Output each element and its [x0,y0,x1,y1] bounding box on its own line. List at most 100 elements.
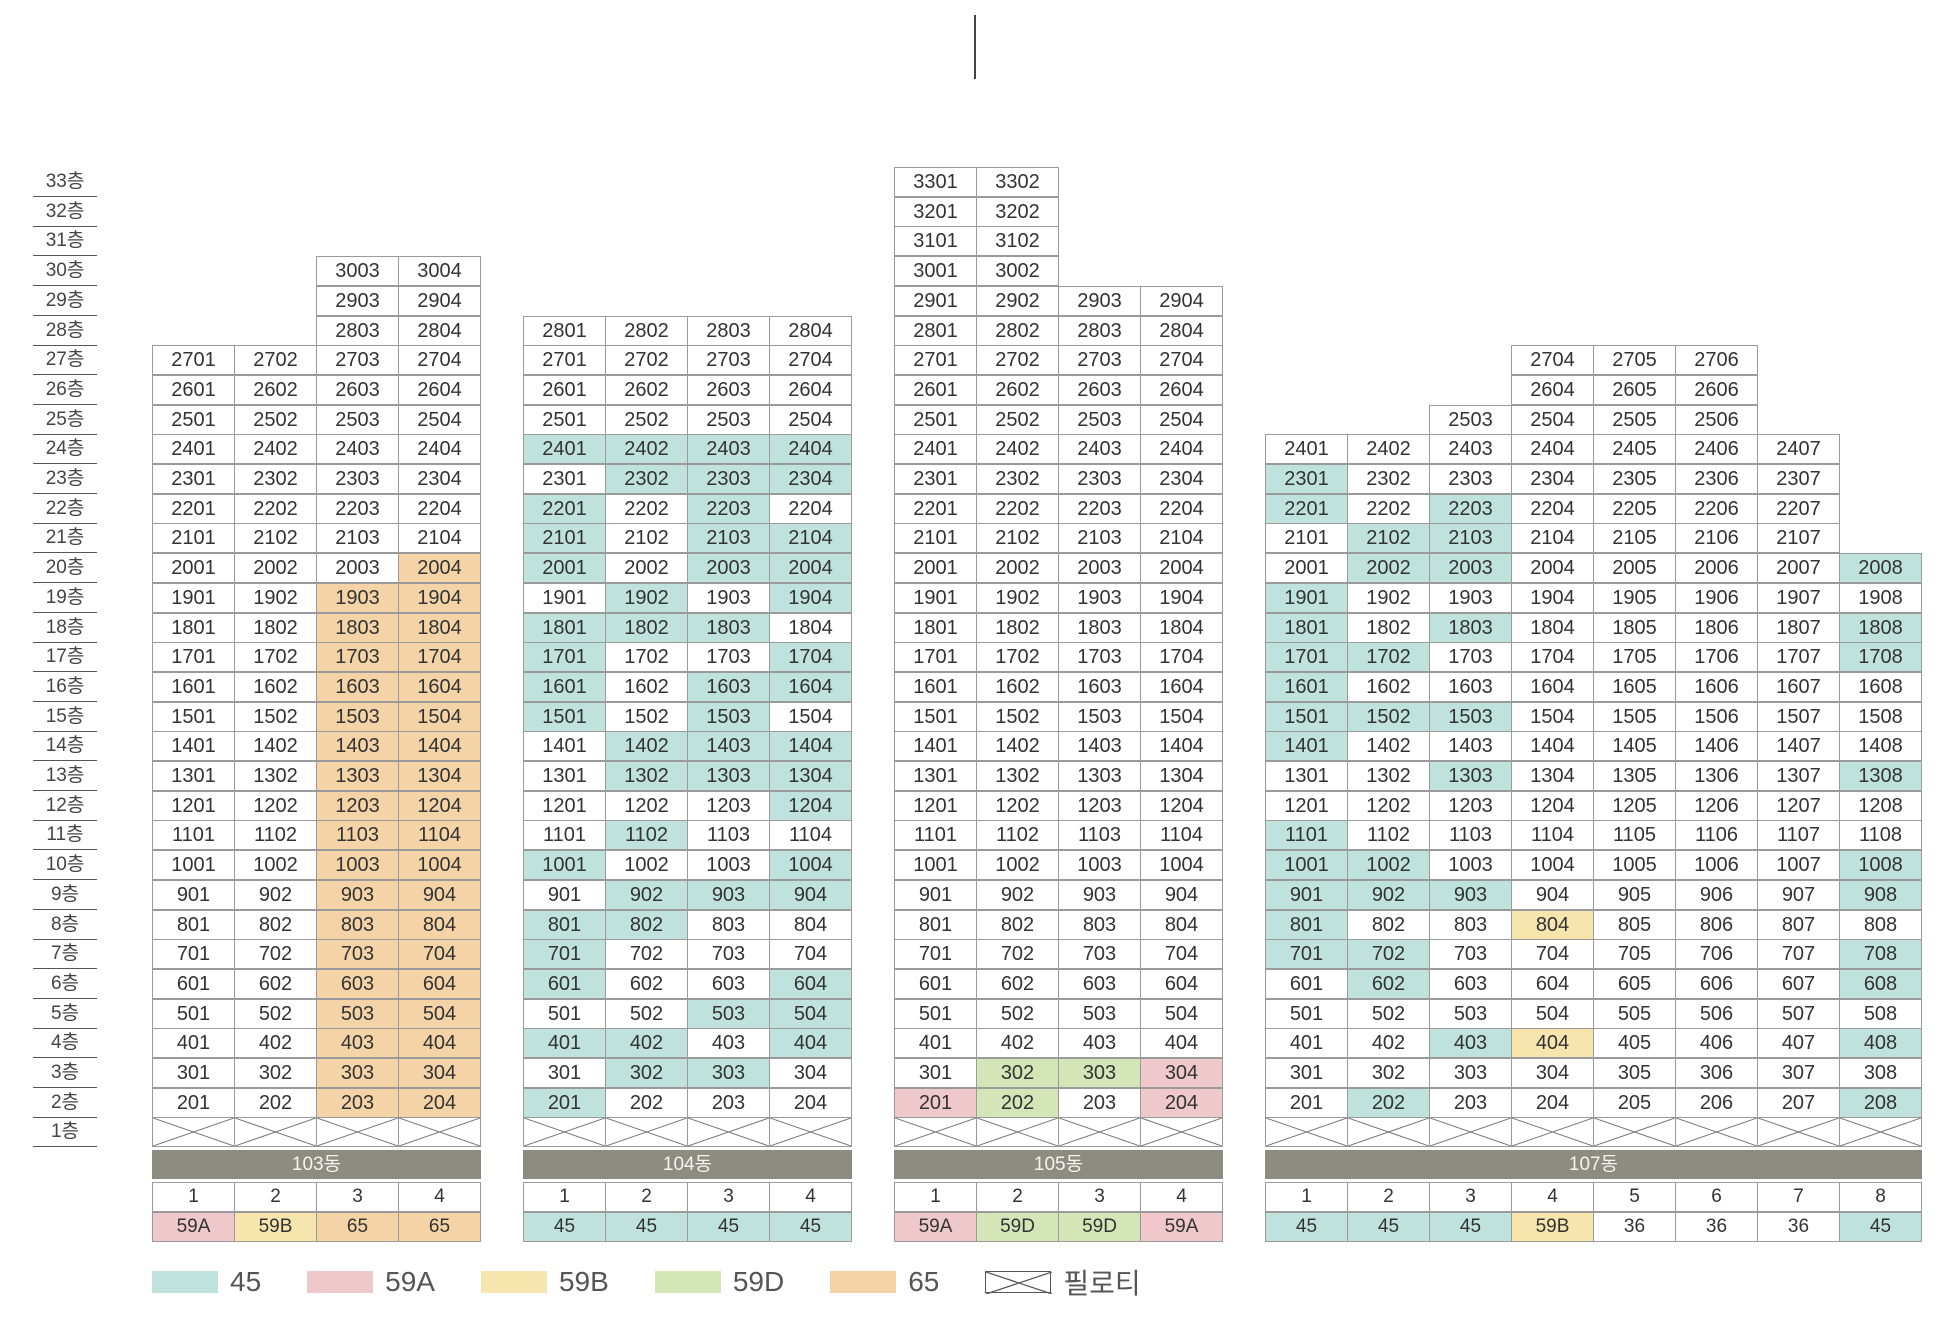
unit-cell: 1703 [316,642,399,673]
unit-cell: 201 [894,1087,977,1118]
unit-cell: 1602 [1347,671,1430,702]
unit-cell: 2704 [398,345,481,376]
unit-cell: 602 [976,968,1059,999]
unit-cell: 2904 [1140,285,1223,316]
piloti-icon [152,1117,235,1148]
unit-cell: 302 [605,1058,688,1088]
line-number: 4 [1140,1182,1223,1213]
unit-cell: 2604 [398,374,481,405]
unit-cell: 1508 [1839,701,1922,732]
unit-cell: 602 [605,968,688,999]
floor-label: 27층 [33,345,97,376]
legend-label-59a: 59A [385,1266,435,1297]
unit-cell: 203 [316,1087,399,1118]
floor-label: 11층 [33,820,97,851]
unit-cell: 1903 [316,582,399,613]
unit-cell: 1305 [1593,761,1676,791]
unit-cell: 2303 [1429,464,1512,494]
unit-cell: 404 [1511,1028,1594,1059]
unit-cell: 2003 [1429,553,1512,584]
unit-cell: 1002 [1347,850,1430,881]
unit-cell: 705 [1593,939,1676,970]
unit-type: 36 [1593,1212,1676,1243]
floor-label: 31층 [33,226,97,257]
unit-cell: 1005 [1593,850,1676,881]
unit-cell: 1804 [1511,612,1594,643]
unit-cell: 804 [1140,909,1223,940]
unit-cell: 2601 [894,374,977,405]
floor-label: 30층 [33,256,97,287]
unit-cell: 1001 [523,850,606,881]
unit-cell: 2701 [523,345,606,376]
unit-cell: 903 [1429,879,1512,910]
unit-cell: 2404 [1511,434,1594,465]
floor-label: 23층 [33,464,97,494]
unit-cell: 1108 [1839,820,1922,851]
unit-cell: 203 [1058,1087,1141,1118]
unit-cell: 206 [1675,1087,1758,1118]
piloti-icon [687,1117,770,1148]
unit-cell: 1706 [1675,642,1758,673]
unit-cell: 2802 [976,315,1059,346]
unit-cell: 2305 [1593,464,1676,494]
unit-cell: 1801 [152,612,235,643]
unit-cell: 2703 [1058,345,1141,376]
unit-cell: 2102 [976,523,1059,554]
piloti-icon [523,1117,606,1148]
unit-cell: 1102 [605,820,688,851]
unit-cell: 808 [1839,909,1922,940]
unit-cell: 1802 [1347,612,1430,643]
unit-cell: 504 [398,998,481,1029]
unit-cell: 1905 [1593,582,1676,613]
unit-cell: 1401 [1265,731,1348,762]
unit-cell: 2203 [1429,493,1512,524]
unit-cell: 605 [1593,968,1676,999]
floor-label: 5층 [33,999,97,1029]
unit-cell: 2008 [1839,553,1922,584]
unit-cell: 403 [1058,1028,1141,1059]
unit-cell: 2406 [1675,434,1758,465]
legend-swatch-45 [152,1271,218,1293]
unit-cell: 1602 [976,671,1059,702]
unit-cell: 702 [1347,939,1430,970]
unit-cell: 1204 [398,790,481,821]
unit-cell: 501 [894,998,977,1029]
legend-item-piloti: 필로티 [985,1262,1141,1302]
unit-cell: 2001 [1265,553,1348,584]
line-number: 3 [1429,1182,1512,1213]
unit-cell: 503 [1429,998,1512,1029]
unit-cell: 402 [605,1028,688,1059]
line-number: 4 [769,1182,852,1213]
unit-cell: 806 [1675,909,1758,940]
unit-cell: 2104 [769,523,852,554]
unit-cell: 307 [1757,1058,1840,1088]
unit-cell: 603 [687,968,770,999]
unit-cell: 1603 [1058,671,1141,702]
unit-cell: 2203 [687,493,770,524]
unit-cell: 603 [1429,968,1512,999]
unit-cell: 203 [1429,1087,1512,1118]
unit-cell: 1606 [1675,671,1758,702]
unit-cell: 2504 [1511,404,1594,435]
unit-cell: 903 [316,879,399,910]
unit-cell: 1404 [1511,731,1594,762]
unit-cell: 1501 [1265,701,1348,732]
unit-cell: 1801 [1265,612,1348,643]
unit-cell: 301 [1265,1058,1348,1088]
unit-cell: 1501 [894,701,977,732]
unit-cell: 301 [152,1058,235,1088]
unit-cell: 2804 [1140,315,1223,346]
unit-cell: 1404 [398,731,481,762]
unit-cell: 1502 [234,701,317,732]
unit-cell: 701 [152,939,235,970]
unit-cell: 1301 [152,761,235,791]
building-name: 103동 [152,1150,481,1180]
unit-cell: 1704 [1511,642,1594,673]
unit-cell: 1308 [1839,761,1922,791]
unit-cell: 2604 [769,374,852,405]
unit-cell: 1202 [234,790,317,821]
unit-cell: 2103 [316,523,399,554]
unit-cell: 902 [1347,879,1430,910]
unit-cell: 1803 [1058,612,1141,643]
unit-type: 59A [894,1212,977,1243]
